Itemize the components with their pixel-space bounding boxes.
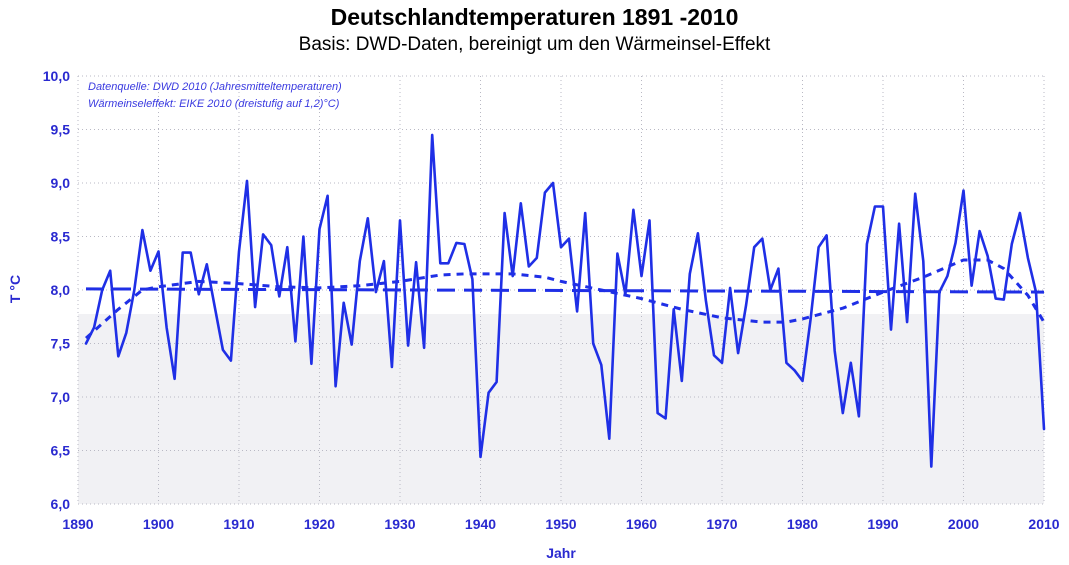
x-tick-label: 1970 [706, 516, 737, 532]
y-axis-label: T °C [7, 275, 23, 303]
x-tick-label: 1960 [626, 516, 657, 532]
x-tick-label: 1940 [465, 516, 496, 532]
y-tick-label: 7,5 [51, 336, 71, 352]
y-tick-label: 8,0 [51, 282, 71, 298]
series-trend-polynomial [85, 258, 1046, 340]
chart-title: Deutschlandtemperaturen 1891 -2010 [330, 4, 739, 30]
series-trend-linear [85, 287, 1045, 294]
y-tick-label: 9,5 [51, 122, 71, 138]
x-tick-labels: 1890 1900 1910 1920 1930 1940 1950 1960 1970 1980… [62, 516, 1059, 532]
x-tick-label: 1930 [384, 516, 415, 532]
annotation-data-source: Datenquelle: DWD 2010 (Jahresmitteltempe… [88, 81, 342, 93]
x-tick-label: 1900 [143, 516, 174, 532]
x-tick-label: 1990 [867, 516, 898, 532]
y-tick-label: 6,0 [51, 496, 71, 512]
x-axis-label: Jahr [546, 545, 576, 561]
series-annual-temperature [84, 133, 1046, 468]
annotation-heat-island: Wärmeinseleffekt: EIKE 2010 (dreistufig … [88, 98, 340, 110]
x-tick-label: 1910 [223, 516, 254, 532]
x-tick-label: 1890 [62, 516, 93, 532]
y-tick-labels: 6,0 6,5 7,0 7,5 8,0 8,5 9,0 9,5 10,0 [43, 68, 70, 512]
y-tick-label: 6,5 [51, 443, 71, 459]
x-tick-label: 2010 [1028, 516, 1059, 532]
y-tick-label: 7,0 [51, 389, 71, 405]
x-tick-label: 1950 [545, 516, 576, 532]
series-lines [84, 133, 1046, 468]
x-tick-label: 2000 [948, 516, 979, 532]
chart-subtitle: Basis: DWD-Daten, bereinigt um den Wärme… [298, 34, 771, 55]
y-tick-label: 8,5 [51, 229, 71, 245]
y-tick-label: 9,0 [51, 175, 71, 191]
x-tick-label: 1980 [787, 516, 818, 532]
plot-lower-band [78, 314, 1044, 504]
x-tick-label: 1920 [304, 516, 335, 532]
y-tick-label: 10,0 [43, 68, 70, 84]
